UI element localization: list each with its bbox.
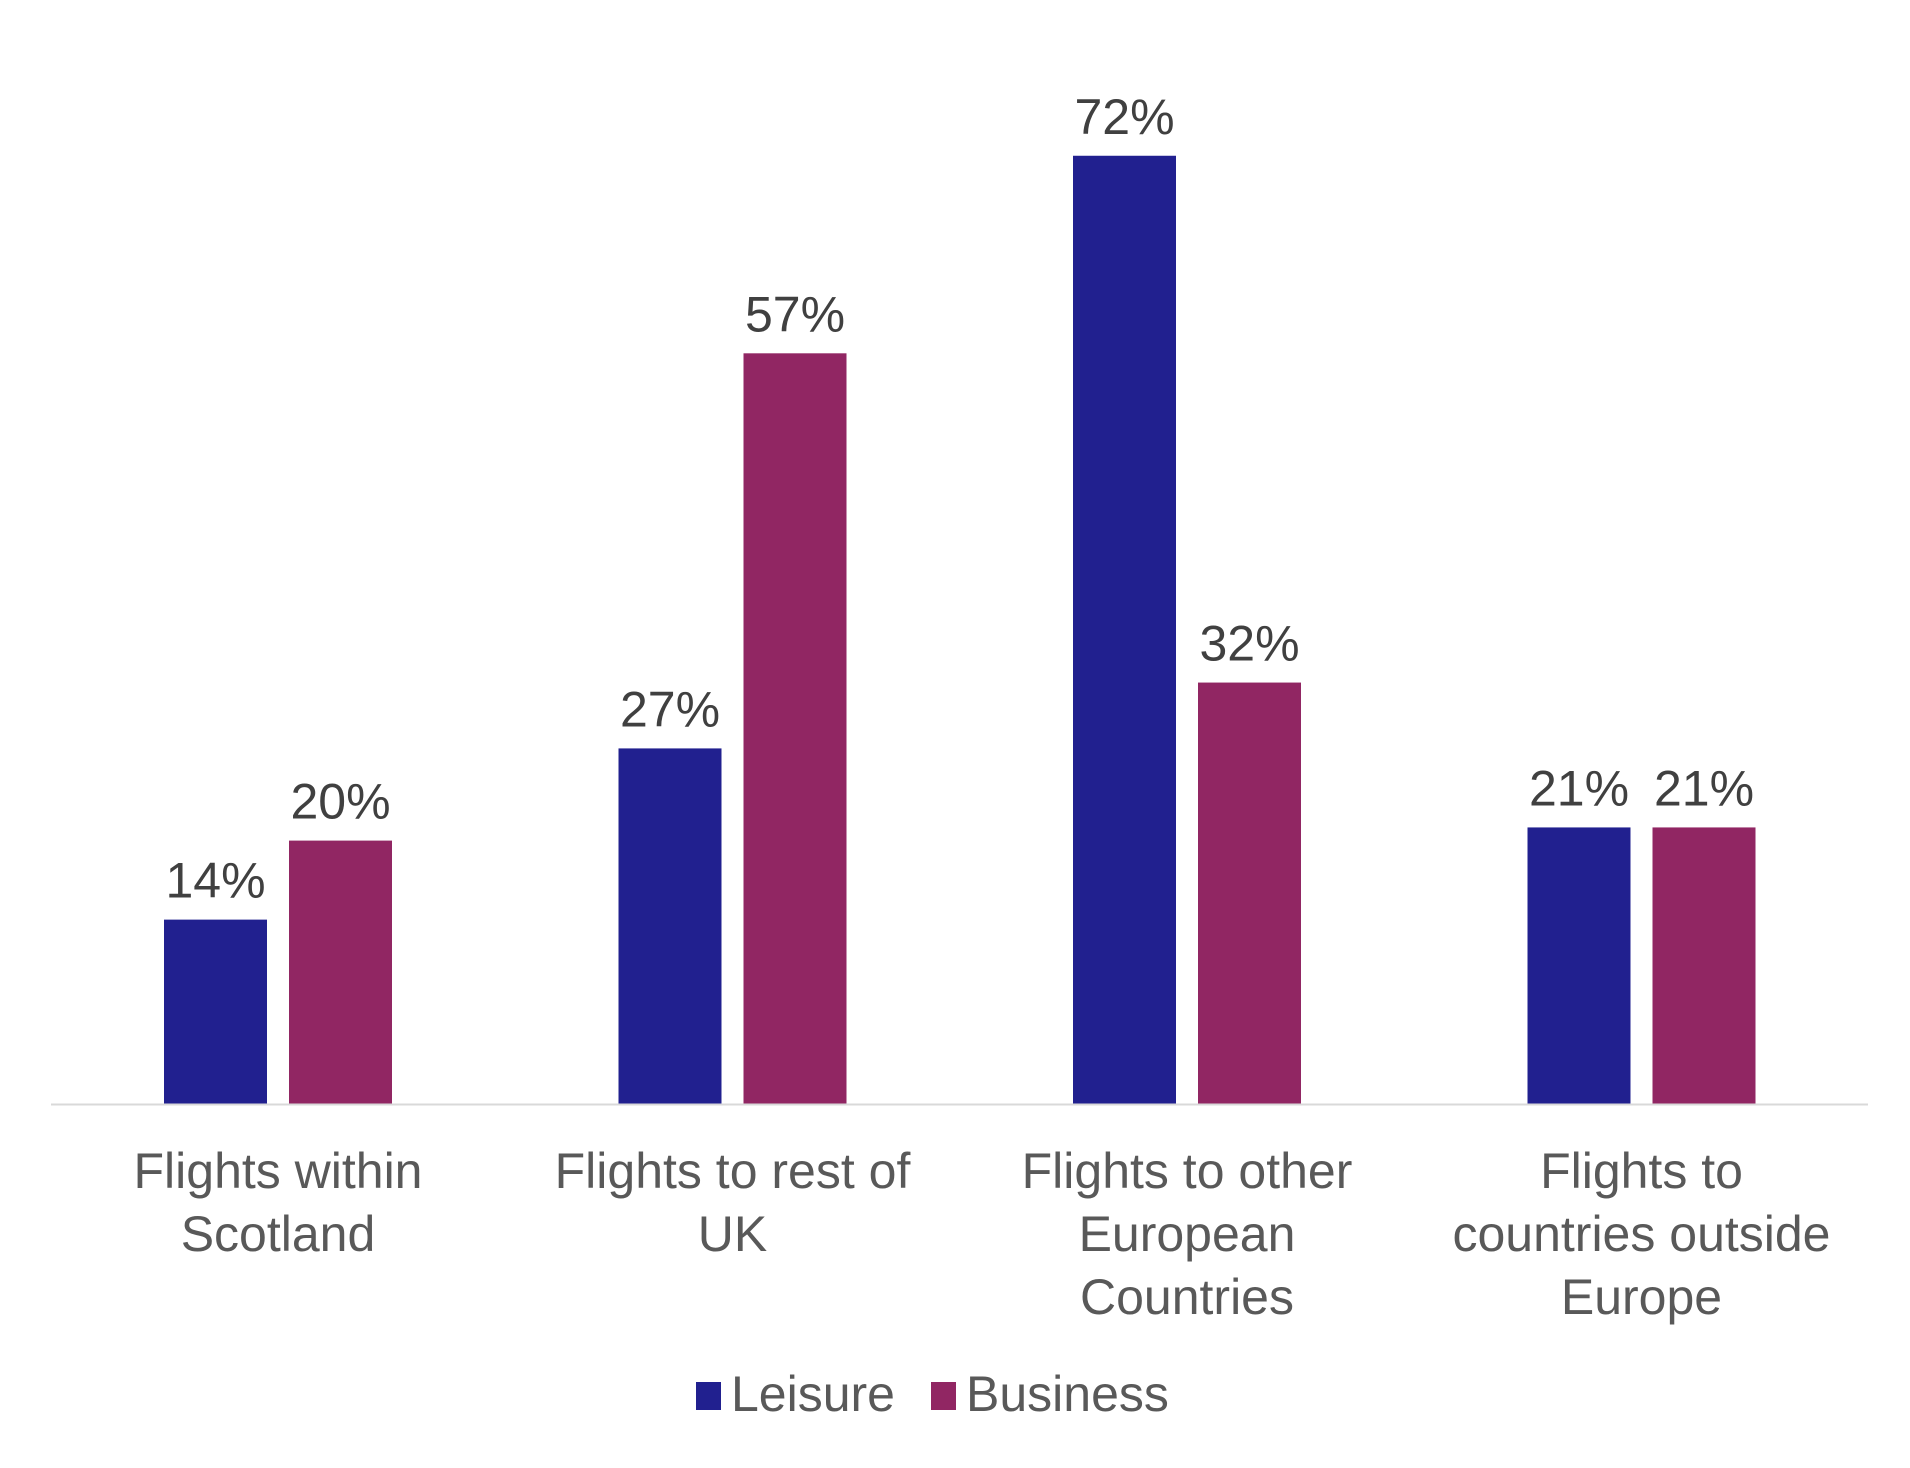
data-label: 21% (1529, 760, 1629, 816)
bar-leisure-1 (618, 748, 722, 1104)
bar-leisure-3 (1527, 827, 1631, 1104)
data-label: 21% (1654, 760, 1754, 816)
data-label: 32% (1199, 616, 1299, 672)
category-label: Flights within (134, 1143, 423, 1199)
bar-leisure-0 (164, 919, 267, 1104)
bar-business-1 (743, 353, 847, 1104)
category-label: Flights to (1540, 1143, 1743, 1199)
category-label: UK (698, 1206, 767, 1262)
labels-layer: 14% 20% Flights within Scotland 27% 57% Flight… (134, 89, 1831, 1325)
legend: Leisure Business (696, 1366, 1169, 1422)
bar-leisure-2 (1073, 155, 1176, 1104)
data-label: 72% (1074, 89, 1174, 145)
data-label: 20% (290, 774, 390, 830)
bar-business-3 (1652, 827, 1756, 1104)
data-label: 57% (745, 286, 845, 342)
legend-label-leisure: Leisure (731, 1366, 895, 1422)
category-label: countries outside (1452, 1206, 1830, 1262)
bar-business-2 (1198, 682, 1301, 1104)
bars-layer (164, 155, 1756, 1104)
category-label: Scotland (181, 1206, 376, 1262)
category-label: Europe (1561, 1269, 1722, 1325)
legend-label-business: Business (966, 1366, 1169, 1422)
data-label: 27% (620, 681, 720, 737)
category-label: Flights to rest of (555, 1143, 911, 1199)
data-label: 14% (165, 853, 265, 909)
bar-business-0 (289, 840, 392, 1104)
category-label: Countries (1080, 1269, 1294, 1325)
category-label: Flights to other (1022, 1143, 1353, 1199)
legend-swatch-leisure (696, 1382, 721, 1410)
category-label: European (1079, 1206, 1296, 1262)
legend-swatch-business (931, 1382, 956, 1410)
